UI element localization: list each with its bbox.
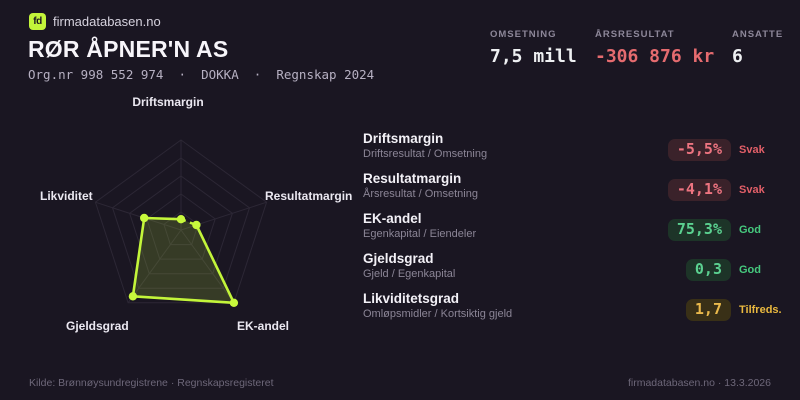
metrics-list: Driftsmargin Driftsresultat / Omsetning … (0, 131, 800, 331)
metric-value-pill: -4,1% (667, 179, 731, 201)
metric-formula: Årsresultat / Omsetning (363, 188, 478, 200)
radar-axis-label-likviditet: Likviditet (40, 189, 93, 203)
metric-name: Likviditetsgrad (363, 291, 460, 306)
stat-ansatte: ANSATTE 6 (732, 29, 783, 67)
metric-formula: Driftsresultat / Omsetning (363, 148, 488, 160)
metric-formula: Omløpsmidler / Kortsiktig gjeld (363, 308, 513, 320)
radar-axis-label-resultatmargin: Resultatmargin (265, 189, 353, 203)
metric-row-gjeldsgrad: Gjeldsgrad Gjeld / Egenkapital 0,3 God (0, 251, 800, 291)
metric-value-pill: 1,7 (685, 299, 731, 321)
brand: fd firmadatabasen.no (29, 12, 161, 30)
metric-row-likviditetsgrad: Likviditetsgrad Omløpsmidler / Kortsikti… (0, 291, 800, 331)
metric-value-pill: -5,5% (667, 139, 731, 161)
metric-row-ek-andel: EK-andel Egenkapital / Eiendeler 75,3% G… (0, 211, 800, 251)
stat-value: 6 (732, 46, 743, 67)
metric-status-badge: Svak (739, 184, 765, 196)
metric-name: Driftsmargin (363, 131, 444, 146)
metric-value-pill: 0,3 (685, 259, 731, 281)
org-info-line: Org.nr 998 552 974 · DOKKA · Regnskap 20… (28, 67, 375, 82)
stat-omsetning: OMSETNING 7,5 mill (490, 29, 577, 67)
radar-chart (94, 139, 268, 307)
fd-logo-icon: fd (29, 12, 46, 30)
metric-status-badge: God (739, 264, 761, 276)
metric-status-badge: Svak (739, 144, 765, 156)
metric-value-pill: 75,3% (667, 219, 731, 241)
metric-formula: Egenkapital / Eiendeler (363, 228, 477, 240)
stat-value: 7,5 mill (490, 46, 577, 67)
metric-name: Gjeldsgrad (363, 251, 434, 266)
source-note: Kilde: Brønnøysundregistrene · Regnskaps… (29, 377, 274, 389)
stat-arsresultat: ÅRSRESULTAT -306 876 kr (595, 29, 714, 67)
radar-axis-label-ek-andel: EK-andel (237, 319, 290, 333)
metric-row-resultatmargin: Resultatmargin Årsresultat / Omsetning -… (0, 171, 800, 211)
stat-label: OMSETNING (490, 29, 557, 40)
stat-value: -306 876 kr (595, 46, 715, 67)
metric-formula: Gjeld / Egenkapital (363, 268, 456, 280)
metric-name: Resultatmargin (363, 171, 462, 186)
metric-status-badge: God (739, 224, 761, 236)
stat-label: ÅRSRESULTAT (595, 29, 675, 40)
metric-status-badge: Tilfreds. (739, 304, 782, 316)
radar-axis-label-driftsmargin: Driftsmargin (132, 95, 204, 109)
site-name: firmadatabasen.no (53, 13, 161, 29)
footer-site-date: firmadatabasen.no · 13.3.2026 (627, 377, 771, 389)
metric-row-driftsmargin: Driftsmargin Driftsresultat / Omsetning … (0, 131, 800, 171)
metric-name: EK-andel (363, 211, 422, 226)
radar-axis-label-gjeldsgrad: Gjeldsgrad (66, 319, 129, 333)
stat-label: ANSATTE (732, 29, 784, 40)
company-title: RØR ÅPNER'N AS (28, 36, 229, 62)
